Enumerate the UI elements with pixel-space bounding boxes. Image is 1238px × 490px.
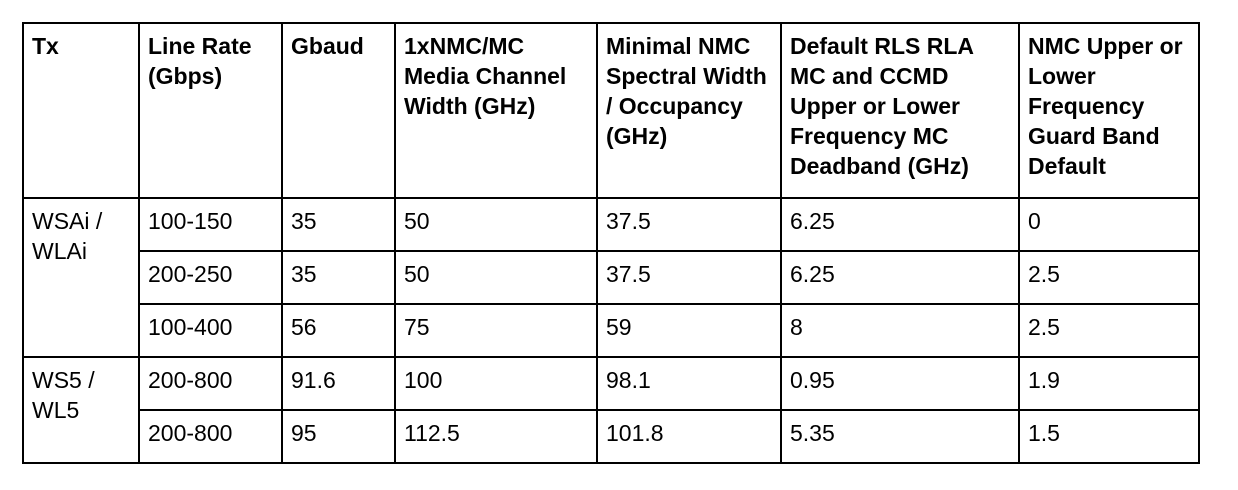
guard-band-cell: 0 <box>1018 197 1200 252</box>
spectral-width-cell: 98.1 <box>596 356 782 411</box>
media-channel-width-cell: 50 <box>394 197 598 252</box>
table-row: 100-400 56 75 59 8 2.5 <box>23 303 1200 358</box>
table-row: WS5 / WL5 200-800 91.6 100 98.1 0.95 1.9 <box>22 356 1200 464</box>
header-media-channel-width: 1xNMC/MC Media Channel Width (GHz) <box>394 22 598 199</box>
spectral-width-cell: 101.8 <box>596 409 782 464</box>
header-tx: Tx <box>22 22 140 199</box>
deadband-cell: 5.35 <box>780 409 1020 464</box>
line-rate-cell: 200-800 <box>138 356 283 411</box>
guard-band-cell: 1.9 <box>1018 356 1200 411</box>
gbaud-cell: 95 <box>281 409 396 464</box>
guard-band-cell: 2.5 <box>1018 303 1200 358</box>
line-rate-cell: 200-800 <box>138 409 283 464</box>
spectral-width-cell: 37.5 <box>596 197 782 252</box>
line-rate-cell: 100-400 <box>138 303 283 358</box>
deadband-cell: 6.25 <box>780 197 1020 252</box>
media-channel-width-cell: 112.5 <box>394 409 598 464</box>
header-row: Tx Line Rate (Gbps) Gbaud 1xNMC/MC Media… <box>22 22 1200 199</box>
media-channel-width-cell: 100 <box>394 356 598 411</box>
deadband-cell: 0.95 <box>780 356 1020 411</box>
gbaud-cell: 35 <box>281 197 396 252</box>
header-line-rate: Line Rate (Gbps) <box>138 22 283 199</box>
guard-band-cell: 1.5 <box>1018 409 1200 464</box>
table-row: 200-800 95 112.5 101.8 5.35 1.5 <box>23 409 1200 464</box>
line-rate-cell: 200-250 <box>138 250 283 305</box>
spec-table-container: Tx Line Rate (Gbps) Gbaud 1xNMC/MC Media… <box>22 22 1200 464</box>
spectral-width-cell: 59 <box>596 303 782 358</box>
header-mc-deadband: Default RLS RLA MC and CCMD Upper or Low… <box>780 22 1020 199</box>
header-gbaud: Gbaud <box>281 22 396 199</box>
table-row: WSAi / WLAi 100-150 35 50 37.5 6.25 0 <box>22 197 1200 358</box>
spec-table: Tx Line Rate (Gbps) Gbaud 1xNMC/MC Media… <box>22 22 1200 464</box>
media-channel-width-cell: 75 <box>394 303 598 358</box>
header-minimal-nmc-spectral-width: Minimal NMC Spectral Width / Occupancy (… <box>596 22 782 199</box>
deadband-cell: 8 <box>780 303 1020 358</box>
guard-band-cell: 2.5 <box>1018 250 1200 305</box>
gbaud-cell: 56 <box>281 303 396 358</box>
gbaud-cell: 35 <box>281 250 396 305</box>
deadband-cell: 6.25 <box>780 250 1020 305</box>
tx-cell: WSAi / WLAi <box>22 197 140 358</box>
media-channel-width-cell: 50 <box>394 250 598 305</box>
header-guard-band: NMC Upper or Lower Frequency Guard Band … <box>1018 22 1200 199</box>
spectral-width-cell: 37.5 <box>596 250 782 305</box>
gbaud-cell: 91.6 <box>281 356 396 411</box>
tx-cell: WS5 / WL5 <box>22 356 140 464</box>
table-row: 200-250 35 50 37.5 6.25 2.5 <box>23 250 1200 305</box>
line-rate-cell: 100-150 <box>138 197 283 252</box>
